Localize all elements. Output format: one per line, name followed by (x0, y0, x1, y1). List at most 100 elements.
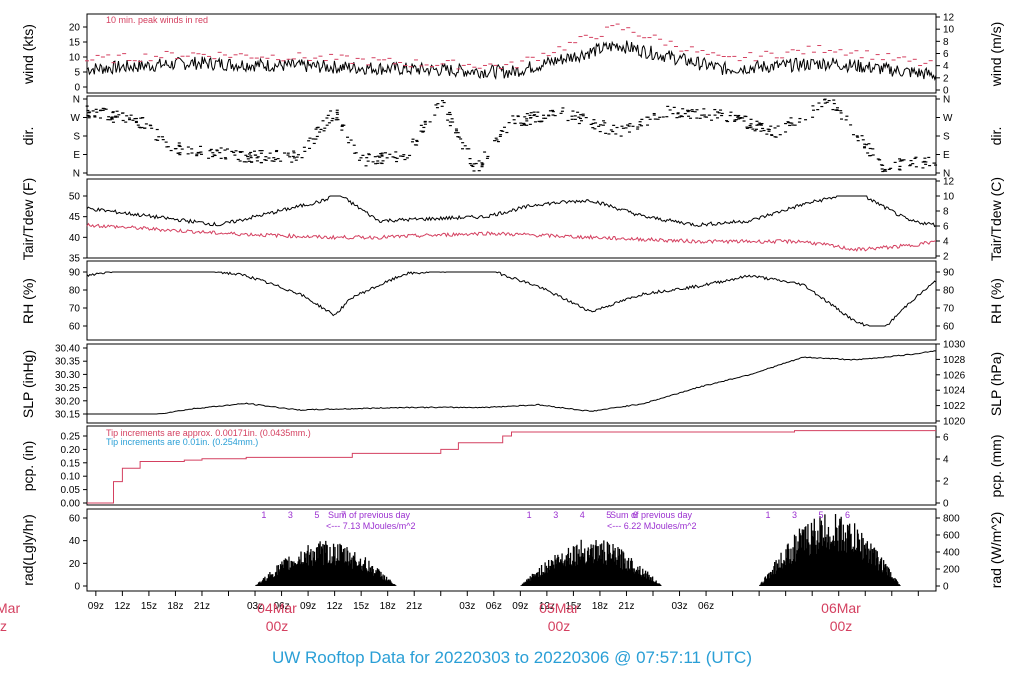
rad-panel-frame (86, 508, 937, 592)
x-tick-label-6: 03z (247, 601, 263, 612)
x-tick-label-22: 03z (671, 601, 687, 612)
day-label-1-hour: 00z (266, 618, 289, 634)
rh-yright-label-3: 90 (943, 268, 955, 279)
temp-yright-label-4: 10 (943, 192, 955, 203)
dir-yright-label-3: W (943, 113, 953, 124)
rad-hour-marker: 5 (314, 510, 319, 520)
rad-hour-marker: 5 (606, 510, 611, 520)
slp-yright-label-1: 1022 (943, 401, 966, 412)
day-label-cut-date: Mar (0, 600, 20, 616)
day-label-cut-hour: z (0, 618, 7, 634)
dir-ylabel-left: dir. (20, 127, 36, 146)
rad-hour-marker: 7 (341, 510, 346, 520)
slp-yright-label-4: 1028 (943, 355, 966, 366)
pcp-yright-label-0: 0 (943, 499, 949, 510)
rad-yleft-label-0: 0 (74, 582, 80, 593)
wind-yright-label-4: 8 (943, 37, 949, 48)
rad-yright-label-3: 600 (943, 531, 960, 542)
temp-dew-line (86, 222, 937, 252)
x-tick-label-16: 09z (512, 601, 528, 612)
rad-yleft-label-3: 60 (69, 514, 81, 525)
wind-yright-label-2: 4 (943, 61, 949, 72)
x-tick-label-9: 12z (327, 601, 343, 612)
temp-yleft-label-3: 50 (69, 192, 81, 203)
plot-layer (85, 23, 938, 586)
wind-yright-label-6: 12 (943, 13, 955, 24)
wind-yright-label-1: 2 (943, 73, 949, 84)
rad-yright-label-2: 400 (943, 548, 960, 559)
x-tick-label-4: 21z (194, 601, 210, 612)
pcp-yright-label-3: 6 (943, 433, 949, 444)
slp-line (87, 350, 937, 415)
dir-yleft-label-3: W (71, 113, 81, 124)
wind-yleft-label-4: 20 (69, 23, 81, 34)
wind-yleft-label-2: 10 (69, 53, 81, 64)
temp-air-line (86, 195, 937, 228)
x-tick-label-20: 21z (618, 601, 634, 612)
rh-yright-label-2: 80 (943, 286, 955, 297)
pcp-yleft-label-2: 0.10 (61, 472, 81, 483)
pcp-yleft-label-1: 0.05 (61, 485, 81, 496)
dir-yright-label-2: S (943, 132, 950, 143)
rh-panel-frame (86, 260, 937, 341)
temp-yright-label-3: 8 (943, 207, 949, 218)
rad-hour-marker: 6 (845, 510, 850, 520)
rh-yleft-label-3: 90 (69, 268, 81, 279)
slp-ylabel-left: SLP (inHg) (20, 350, 36, 418)
rad-ylabel-left: rad(Lgly/hr) (20, 514, 36, 586)
rh-yleft-label-1: 70 (69, 304, 81, 315)
pcp-yleft-label-0: 0.00 (61, 499, 81, 510)
rad-hour-marker: 3 (792, 510, 797, 520)
dir-panel-frame (86, 95, 937, 176)
rh-yleft-label-0: 60 (69, 322, 81, 333)
rad-sum-value-1: <--- 7.13 MJoules/m^2 (326, 521, 416, 531)
temp-yright-label-1: 4 (943, 237, 949, 248)
dir-yleft-label-0: N (73, 169, 80, 180)
rad-hour-marker: 6 (633, 510, 638, 520)
pcp-yright-label-2: 4 (943, 455, 949, 466)
dir-ylabel-right: dir. (988, 127, 1004, 146)
x-tick-label-7: 06z (274, 601, 290, 612)
wind-yright-label-3: 6 (943, 49, 949, 60)
rad-hour-marker: 3 (553, 510, 558, 520)
rh-yright-label-0: 60 (943, 322, 955, 333)
pcp-yleft-label-5: 0.25 (61, 432, 81, 443)
dir-yright-label-4: N (943, 95, 950, 106)
slp-panel-frame (86, 343, 937, 424)
slp-yleft-label-3: 30.30 (55, 370, 80, 381)
wind-peak-note: 10 min. peak winds in red (106, 15, 208, 25)
day-label-2-date: 05Mar (539, 600, 579, 616)
pcp-yleft-label-4: 0.20 (61, 445, 81, 456)
rh-line (86, 271, 937, 327)
x-tick-label-17: 12z (539, 601, 555, 612)
slp-yleft-label-1: 30.20 (55, 396, 80, 407)
day-label-3-hour: 00z (830, 618, 853, 634)
day-label-1-date: 04Mar (257, 600, 297, 616)
rh-ylabel-left: RH (%) (20, 278, 36, 324)
day-label-2-hour: 00z (548, 618, 571, 634)
slp-yleft-label-5: 30.40 (55, 344, 80, 355)
panel-frames (86, 13, 937, 592)
pcp-yleft-label-3: 0.15 (61, 458, 81, 469)
rad-yright-label-0: 0 (943, 582, 949, 593)
dir-yright-label-0: N (943, 169, 950, 180)
x-tick-label-19: 18z (592, 601, 608, 612)
rad-hour-marker: 1 (527, 510, 532, 520)
pcp-note-approx: Tip increments are approx. 0.00171in. (0… (106, 428, 311, 438)
rad-hour-marker: 1 (261, 510, 266, 520)
rad-sum-label-2: Sum of previous day (610, 510, 693, 520)
slp-yright-label-2: 1024 (943, 386, 966, 397)
x-tick-label-12: 21z (406, 601, 422, 612)
slp-yright-label-5: 1030 (943, 340, 966, 351)
rad-sum-value-2: <--- 6.22 MJoules/m^2 (607, 521, 697, 531)
rad-hour-marker: 1 (765, 510, 770, 520)
rad-yleft-label-1: 20 (69, 559, 81, 570)
rad-ylabel-right: rad (W/m^2) (988, 512, 1004, 589)
temp-yright-label-0: 2 (943, 252, 949, 263)
day-label-3-date: 06Mar (821, 600, 861, 616)
slp-yleft-label-2: 30.25 (55, 383, 80, 394)
wind-yright-label-5: 10 (943, 25, 955, 36)
dir-yleft-label-1: E (73, 150, 80, 161)
temp-ylabel-right: Tair/Tdew (C) (988, 177, 1004, 261)
x-tick-label-3: 18z (167, 601, 183, 612)
